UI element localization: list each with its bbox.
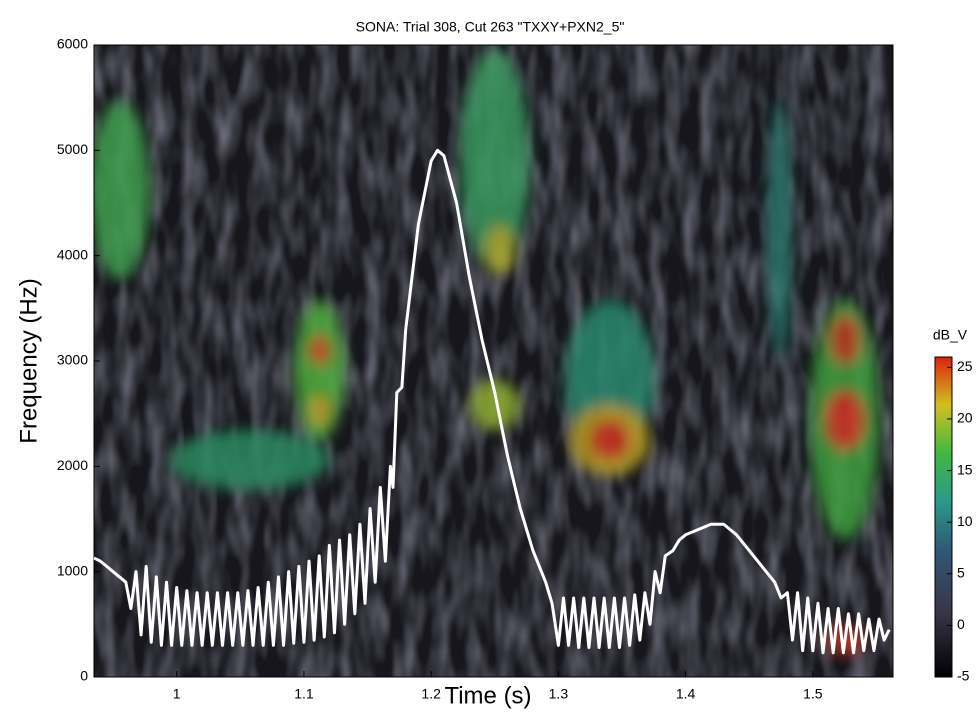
- colorbar-tick-label: 10: [957, 513, 973, 529]
- y-axis-label: Frequency (Hz): [15, 278, 42, 443]
- x-tick-label: 1.5: [803, 686, 823, 702]
- x-tick-label: 1.4: [676, 686, 696, 702]
- y-tick-label: 2000: [57, 457, 88, 473]
- x-tick-label: 1.3: [549, 686, 569, 702]
- colorbar-tick-label: -5: [957, 668, 970, 684]
- spectrogram: [94, 45, 893, 677]
- y-tick-label: 4000: [57, 246, 88, 262]
- y-tick-label: 1000: [57, 562, 88, 578]
- y-tick-label: 6000: [57, 36, 88, 52]
- colorbar: [934, 356, 953, 678]
- x-tick-label: 1.1: [294, 686, 314, 702]
- colorbar-tick-label: 0: [957, 616, 965, 632]
- x-tick-label: 1.2: [421, 686, 441, 702]
- y-tick-label: 5000: [57, 141, 88, 157]
- pitch-line: [94, 148, 891, 655]
- x-axis-label: Time (s): [444, 682, 531, 709]
- colorbar-label: dB_V: [933, 327, 968, 343]
- y-tick-label: 0: [80, 668, 88, 684]
- colorbar-tick-label: 15: [957, 461, 973, 477]
- chart-title: SONA: Trial 308, Cut 263 "TXXY+PXN2_5": [356, 19, 625, 35]
- colorbar-tick-label: 25: [957, 358, 973, 374]
- colorbar-tick-label: 20: [957, 410, 973, 426]
- y-tick-label: 3000: [57, 352, 88, 368]
- colorbar-tick-label: 5: [957, 564, 965, 580]
- x-tick-label: 1: [173, 686, 181, 702]
